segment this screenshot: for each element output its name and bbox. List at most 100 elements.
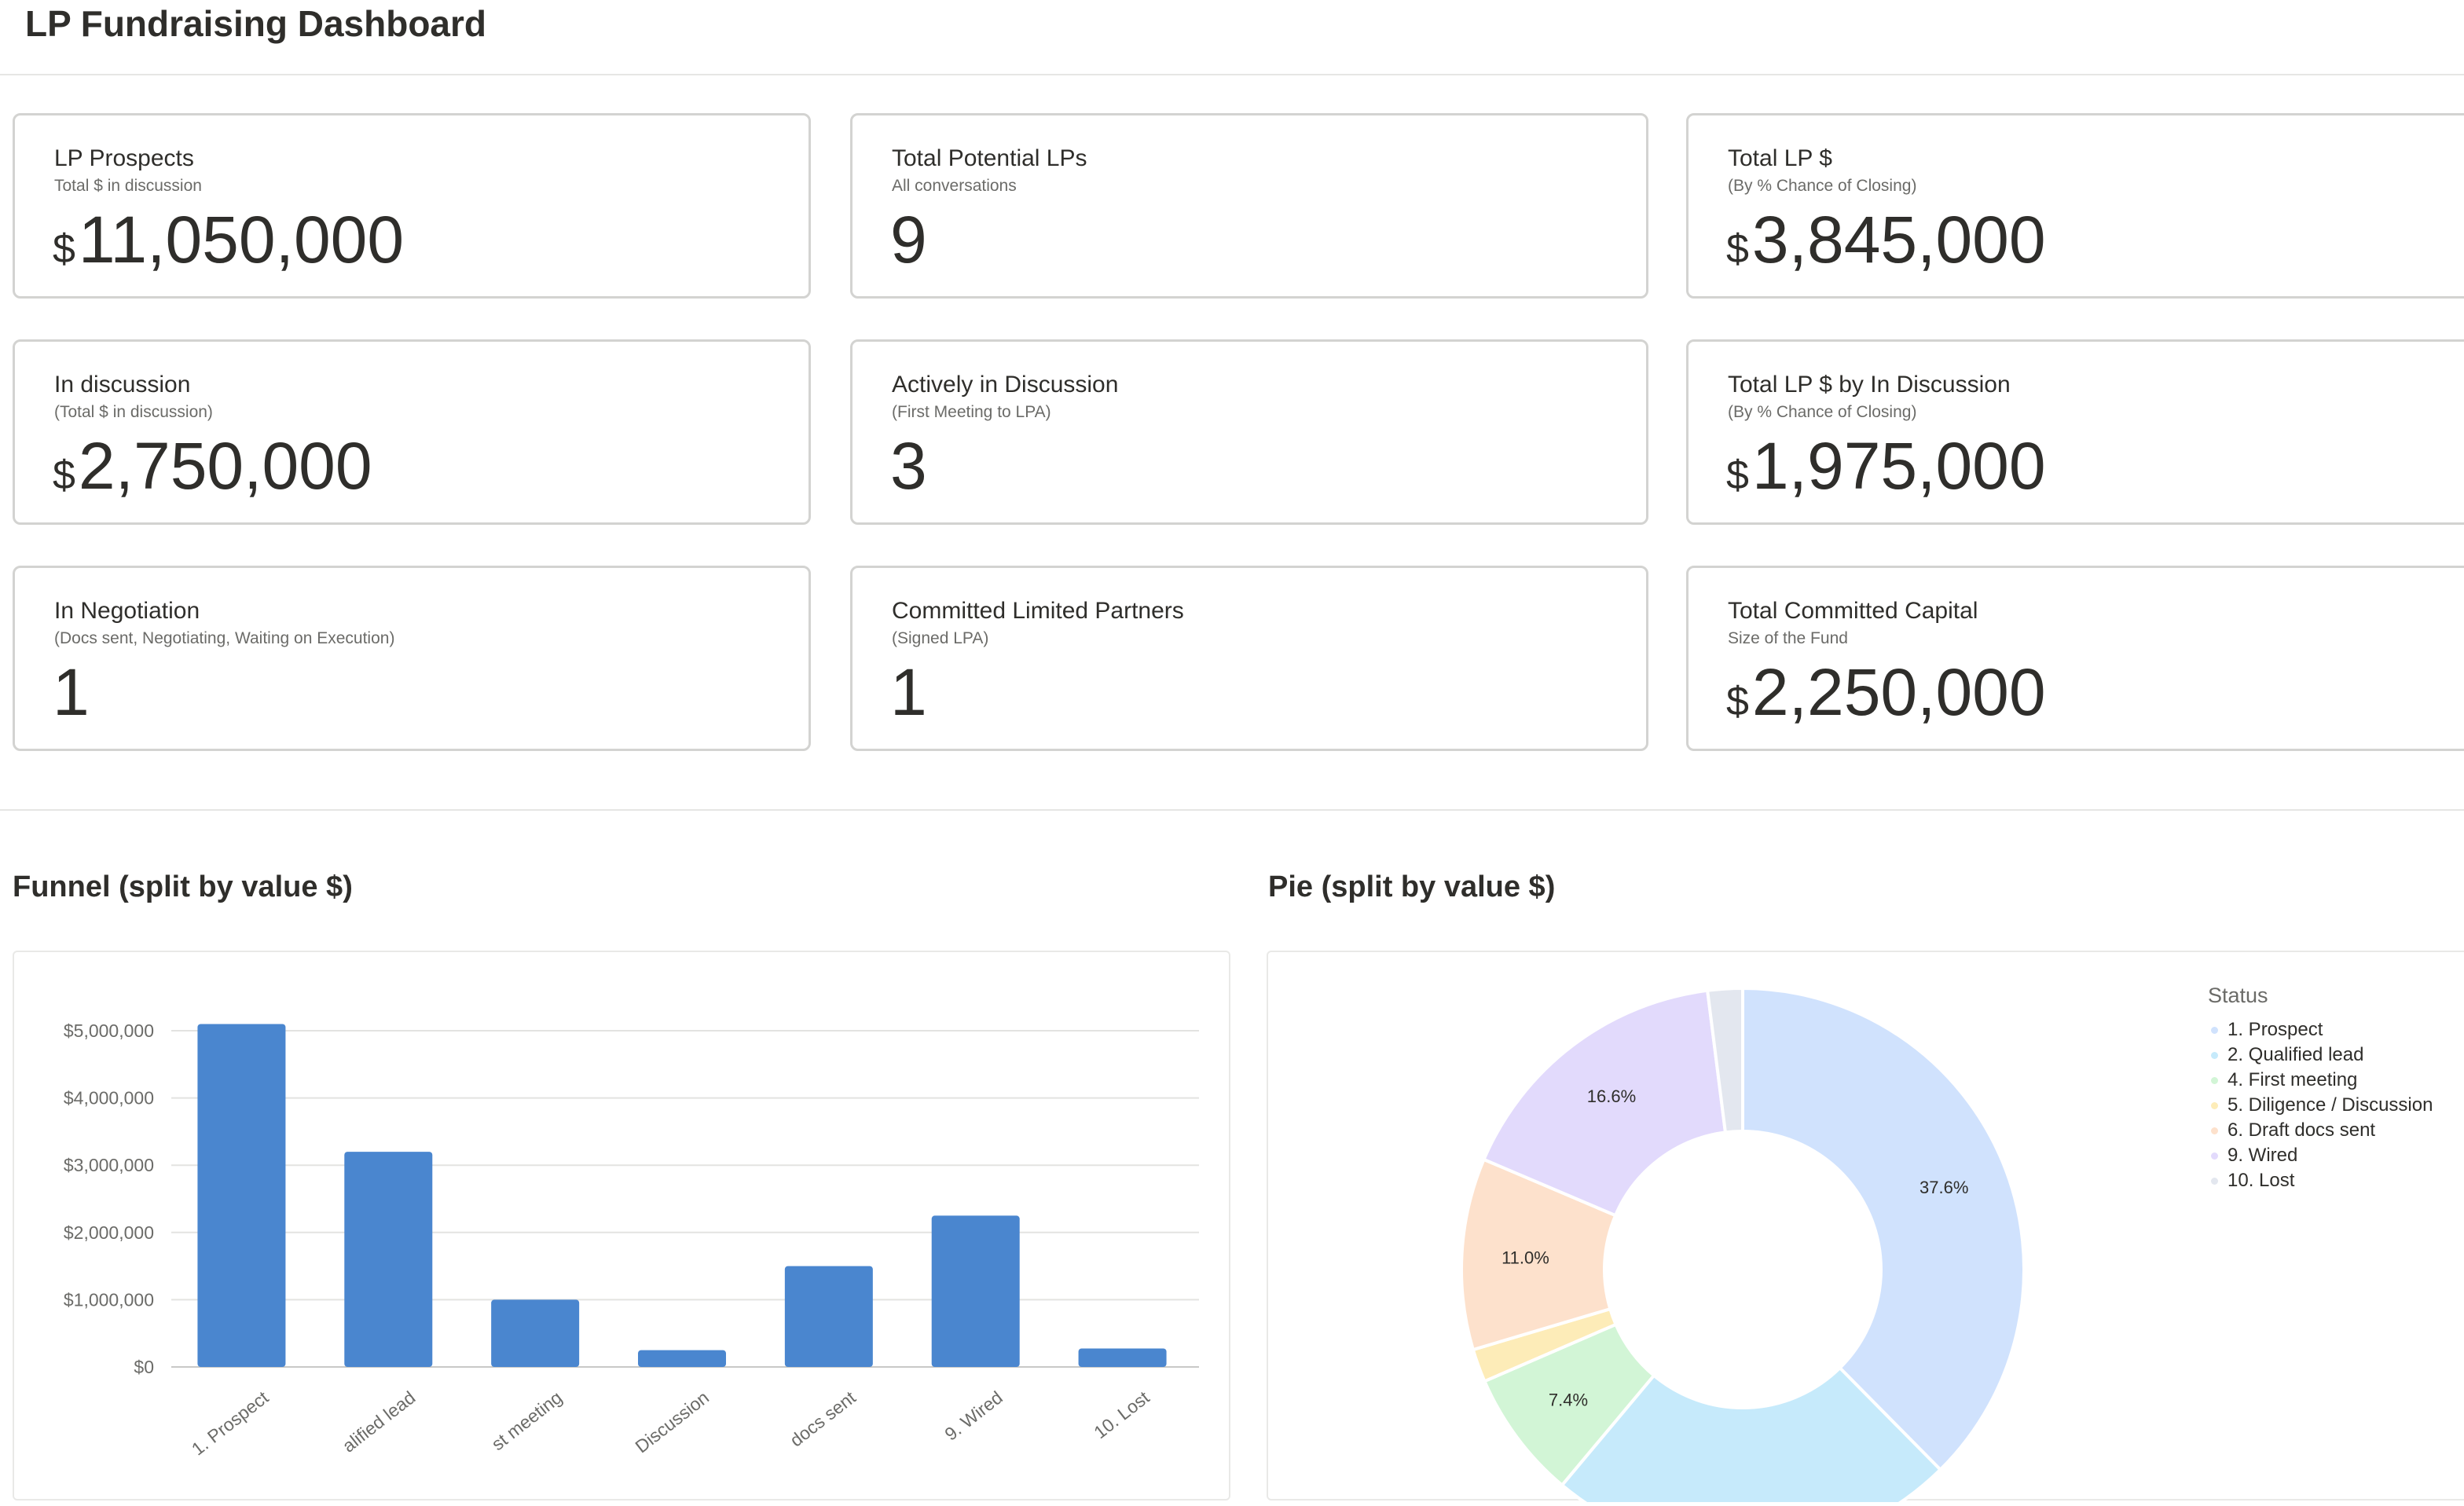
section-divider (0, 809, 2464, 811)
metric-card: Committed Limited Partners (Signed LPA) 1 (850, 566, 1648, 751)
metric-number: 2,250,000 (1751, 655, 2046, 729)
metric-card-subtitle: Size of the Fund (1728, 629, 1848, 647)
metric-card-subtitle: (Total $ in discussion) (54, 403, 213, 421)
metric-card-subtitle: (Docs sent, Negotiating, Waiting on Exec… (54, 629, 395, 647)
y-tick-label: $0 (134, 1357, 154, 1377)
metric-number: 3,845,000 (1751, 203, 2046, 277)
x-tick-label: docs sent (786, 1387, 860, 1450)
metric-card-title: In discussion (54, 372, 191, 398)
metric-card-value: 1 (890, 653, 927, 731)
metric-number: 11,050,000 (78, 203, 405, 277)
metric-card: LP Prospects Total $ in discussion $11,050… (13, 113, 811, 299)
legend-label: 4. First meeting (2228, 1069, 2358, 1090)
pie-slice-label: 11.0% (1502, 1248, 1549, 1267)
x-tick-label: 1. Prospect (188, 1387, 273, 1459)
metric-card-value: $2,250,000 (1726, 653, 2046, 741)
x-tick-label: alified lead (339, 1387, 420, 1456)
pie-slice[interactable] (1741, 986, 2026, 1472)
metric-number: 2,750,000 (78, 429, 372, 503)
metric-card-subtitle: (By % Chance of Closing) (1728, 403, 1917, 421)
pie-slice-label: 16.6% (1587, 1086, 1636, 1106)
legend-label: 2. Qualified lead (2228, 1044, 2364, 1065)
pie-chart-panel: 37.6% 7.4% 11.0% 16.6% Status 1. Prospect 2.… (1267, 951, 2464, 1506)
currency-symbol: $ (1726, 679, 1749, 724)
metric-card: Total Committed Capital Size of the Fund $… (1686, 566, 2464, 751)
y-tick-label: $3,000,000 (64, 1155, 154, 1175)
legend-dot-icon (2211, 1076, 2218, 1084)
metric-card: In Negotiation (Docs sent, Negotiating, W… (13, 566, 811, 751)
legend-dot-icon (2211, 1051, 2218, 1059)
metric-number: 1 (53, 655, 90, 729)
pie-slice-label: 37.6% (1920, 1178, 1968, 1197)
legend-title: Status (2208, 984, 2268, 1007)
bar[interactable] (638, 1350, 726, 1367)
y-tick-label: $4,000,000 (64, 1088, 154, 1108)
legend-label: 1. Prospect (2228, 1019, 2323, 1040)
x-tick-label: 10. Lost (1090, 1387, 1153, 1442)
metric-card-title: Total Committed Capital (1728, 598, 1978, 624)
metric-card-title: LP Prospects (54, 145, 194, 171)
pie-slice[interactable] (1481, 988, 1728, 1218)
legend-label: 9. Wired (2228, 1145, 2298, 1166)
funnel-bar-chart: $0 $1,000,000 $2,000,000 $3,000,000 $4,000,0… (64, 1020, 1199, 1460)
x-tick-label: Discussion (631, 1387, 713, 1457)
metric-card-subtitle: All conversations (892, 177, 1017, 195)
pie-slice-label: 7.4% (1549, 1391, 1588, 1410)
legend-item[interactable]: 6. Draft docs sent (2208, 1118, 2433, 1143)
currency-symbol: $ (1726, 226, 1749, 272)
legend-label: 6. Draft docs sent (2228, 1119, 2376, 1141)
pie-slice[interactable] (1705, 986, 1744, 1134)
bar[interactable] (197, 1024, 286, 1367)
legend-dot-icon (2211, 1177, 2218, 1185)
legend-item[interactable]: 4. First meeting (2208, 1068, 2433, 1093)
metric-card-value: $3,845,000 (1726, 200, 2046, 288)
metric-card-value: 3 (890, 427, 927, 505)
metric-card-title: Total LP $ by In Discussion (1728, 372, 2011, 398)
metric-card-title: Committed Limited Partners (892, 598, 1184, 624)
funnel-section-title: Funnel (split by value $) (13, 870, 353, 903)
metric-card-title: Total Potential LPs (892, 145, 1087, 171)
bar[interactable] (491, 1299, 580, 1367)
x-tick-label: 9. Wired (940, 1387, 1006, 1444)
metric-card-subtitle: (By % Chance of Closing) (1728, 177, 1917, 195)
legend-item[interactable]: 5. Diligence / Discussion (2208, 1093, 2433, 1118)
legend-item[interactable]: 9. Wired (2208, 1143, 2433, 1168)
metric-card: In discussion (Total $ in discussion) $2,7… (13, 339, 811, 525)
page-title: LP Fundraising Dashboard (25, 3, 486, 44)
metric-number: 9 (890, 203, 927, 277)
metric-card: Total LP $ (By % Chance of Closing) $3,845… (1686, 113, 2464, 299)
currency-symbol: $ (1726, 453, 1749, 498)
metric-card: Total LP $ by In Discussion (By % Chance … (1686, 339, 2464, 525)
legend-item[interactable]: 2. Qualified lead (2208, 1042, 2433, 1068)
legend-dot-icon (2211, 1026, 2218, 1034)
metric-card-subtitle: Total $ in discussion (54, 177, 202, 195)
bar[interactable] (784, 1266, 873, 1367)
y-tick-label: $5,000,000 (64, 1020, 154, 1041)
metric-card-value: $11,050,000 (53, 200, 404, 288)
currency-symbol: $ (53, 453, 75, 498)
metric-card-subtitle: (Signed LPA) (892, 629, 989, 647)
bar[interactable] (344, 1152, 433, 1367)
bar[interactable] (1078, 1348, 1167, 1367)
metric-card-value: $1,975,000 (1726, 427, 2046, 515)
header-divider (0, 74, 2464, 75)
metric-card-title: Actively in Discussion (892, 372, 1119, 398)
legend-item[interactable]: 1. Prospect (2208, 1017, 2433, 1042)
metric-card-title: Total LP $ (1728, 145, 1832, 171)
y-tick-label: $2,000,000 (64, 1222, 154, 1243)
metric-number: 3 (890, 429, 927, 503)
funnel-chart-panel: $0 $1,000,000 $2,000,000 $3,000,000 $4,000,0… (13, 951, 1230, 1501)
metric-card-value: 9 (890, 200, 927, 279)
legend-dot-icon (2211, 1101, 2218, 1109)
x-tick-label: st meeting (488, 1387, 566, 1454)
legend-label: 10. Lost (2228, 1170, 2295, 1191)
metric-card: Actively in Discussion (First Meeting to … (850, 339, 1648, 525)
bar[interactable] (931, 1215, 1020, 1367)
legend-dot-icon (2211, 1152, 2218, 1160)
legend-item[interactable]: 10. Lost (2208, 1168, 2433, 1193)
metric-card-title: In Negotiation (54, 598, 200, 624)
metric-card-value: 1 (53, 653, 90, 731)
legend-dot-icon (2211, 1127, 2218, 1134)
pie-section-title: Pie (split by value $) (1268, 870, 1556, 903)
metric-card: Total Potential LPs All conversations 9 (850, 113, 1648, 299)
